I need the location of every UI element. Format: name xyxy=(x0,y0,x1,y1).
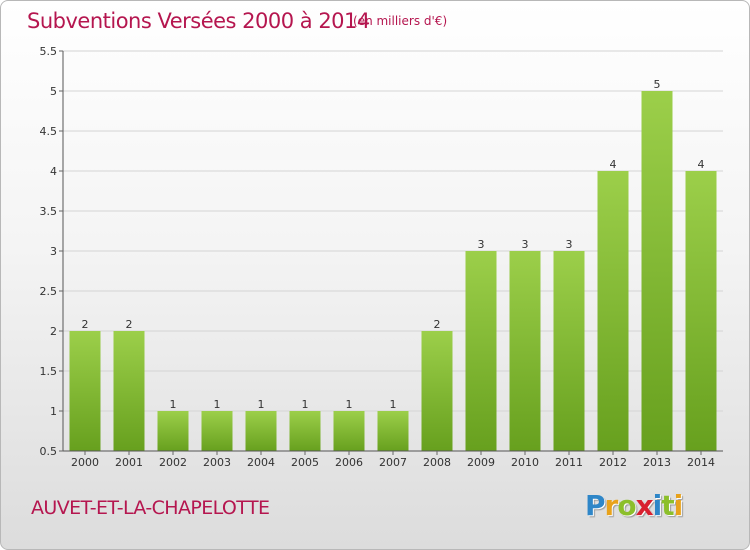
x-tick-label: 2005 xyxy=(291,456,319,469)
bar xyxy=(465,251,497,451)
data-label: 3 xyxy=(522,238,529,251)
proxiti-logo[interactable]: Proxiti xyxy=(585,489,684,522)
chart-title: Subventions Versées 2000 à 2014 xyxy=(27,9,370,33)
data-label: 4 xyxy=(610,158,617,171)
bar xyxy=(377,411,409,451)
bars-group xyxy=(69,91,717,451)
commune-name: AUVET-ET-LA-CHAPELOTTE xyxy=(31,497,270,519)
data-label: 2 xyxy=(126,318,133,331)
y-tick-label: 1 xyxy=(50,405,57,418)
y-axis-ticks: 0.5 1 1.5 2 2.5 3 3.5 4 4.5 5 5.5 xyxy=(40,45,63,458)
data-label: 1 xyxy=(214,398,221,411)
x-tick-label: 2000 xyxy=(71,456,99,469)
data-label: 3 xyxy=(566,238,573,251)
y-tick-label: 2 xyxy=(50,325,57,338)
y-tick-label: 4.5 xyxy=(40,125,58,138)
x-tick-label: 2011 xyxy=(555,456,583,469)
data-label: 3 xyxy=(478,238,485,251)
bar xyxy=(597,171,629,451)
x-tick-label: 2009 xyxy=(467,456,495,469)
data-label: 5 xyxy=(654,78,661,91)
x-tick-label: 2010 xyxy=(511,456,539,469)
bar xyxy=(201,411,233,451)
bar xyxy=(641,91,673,451)
bar xyxy=(245,411,277,451)
bar xyxy=(157,411,189,451)
chart-subtitle: (en milliers d'€) xyxy=(353,14,448,28)
x-tick-label: 2001 xyxy=(115,456,143,469)
x-tick-label: 2006 xyxy=(335,456,363,469)
logo-letter: x xyxy=(635,489,654,522)
bar xyxy=(421,331,453,451)
logo-letter: r xyxy=(604,489,619,522)
bar xyxy=(289,411,321,451)
data-label: 4 xyxy=(698,158,705,171)
x-tick-label: 2007 xyxy=(379,456,407,469)
data-label: 2 xyxy=(82,318,89,331)
y-tick-label: 5.5 xyxy=(40,45,58,58)
data-label: 1 xyxy=(346,398,353,411)
logo-letter: o xyxy=(617,489,636,522)
y-tick-label: 3.5 xyxy=(40,205,58,218)
data-label: 1 xyxy=(390,398,397,411)
logo-letter: t xyxy=(661,489,674,522)
data-labels: 2 2 1 1 1 1 1 1 2 3 3 3 4 5 4 xyxy=(82,78,705,411)
bar xyxy=(553,251,585,451)
data-label: 1 xyxy=(170,398,177,411)
x-tick-label: 2014 xyxy=(687,456,715,469)
bar xyxy=(509,251,541,451)
data-label: 2 xyxy=(434,318,441,331)
logo-letter: i xyxy=(652,489,663,522)
data-label: 1 xyxy=(258,398,265,411)
bar xyxy=(113,331,145,451)
y-tick-label: 1.5 xyxy=(40,365,58,378)
bar xyxy=(685,171,717,451)
y-tick-label: 0.5 xyxy=(40,445,58,458)
x-tick-label: 2004 xyxy=(247,456,275,469)
x-tick-label: 2012 xyxy=(599,456,627,469)
y-tick-label: 3 xyxy=(50,245,57,258)
data-label: 1 xyxy=(302,398,309,411)
logo-letter: i xyxy=(673,489,684,522)
x-tick-label: 2002 xyxy=(159,456,187,469)
x-tick-label: 2013 xyxy=(643,456,671,469)
bar xyxy=(333,411,365,451)
x-tick-label: 2008 xyxy=(423,456,451,469)
y-tick-label: 5 xyxy=(50,85,57,98)
x-tick-label: 2003 xyxy=(203,456,231,469)
y-tick-label: 2.5 xyxy=(40,285,58,298)
logo-letter: P xyxy=(585,489,606,522)
y-tick-label: 4 xyxy=(50,165,57,178)
bar xyxy=(69,331,101,451)
x-axis-ticks: 2000 2001 2002 2003 2004 2005 2006 2007 2008 2009… xyxy=(71,451,715,469)
